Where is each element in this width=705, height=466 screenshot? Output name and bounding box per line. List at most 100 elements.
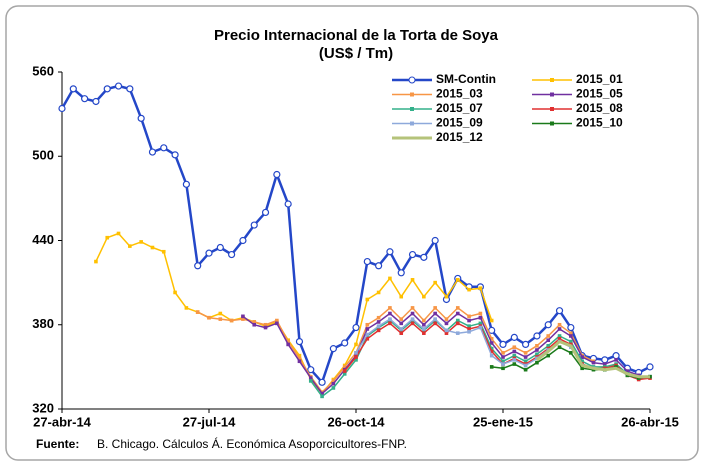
point (408, 250, 417, 259)
point (399, 327, 404, 331)
point (614, 358, 618, 362)
point (433, 311, 437, 316)
point (399, 294, 404, 299)
legend-marker (550, 121, 554, 126)
point (499, 340, 507, 349)
point (444, 328, 449, 333)
point (533, 332, 541, 340)
point (546, 353, 551, 358)
point (297, 359, 302, 364)
point (557, 322, 562, 327)
point (92, 97, 100, 106)
point (512, 358, 517, 362)
legend-label: 2015_09 (436, 116, 483, 130)
legend-marker (410, 121, 414, 126)
point (94, 259, 98, 264)
point (478, 325, 483, 330)
point (182, 180, 190, 188)
point (320, 391, 324, 396)
point (252, 320, 257, 324)
point (557, 336, 562, 341)
point (139, 240, 143, 244)
point (58, 104, 66, 113)
point (544, 321, 552, 329)
point (478, 286, 483, 291)
point (444, 317, 449, 321)
point (263, 322, 268, 327)
point (410, 278, 415, 282)
series-line (197, 307, 594, 393)
point (646, 363, 654, 371)
point (275, 318, 279, 323)
point (263, 325, 268, 330)
point (467, 318, 471, 323)
point (331, 386, 336, 390)
point (365, 327, 370, 331)
point (241, 317, 245, 321)
point (399, 317, 404, 321)
point (467, 287, 471, 292)
point (250, 221, 258, 229)
point (489, 365, 494, 369)
y-tick-label: 380 (32, 316, 54, 331)
point (410, 306, 415, 310)
point (275, 321, 279, 326)
point (467, 327, 471, 331)
point (546, 344, 551, 348)
point (399, 321, 404, 326)
point (161, 249, 166, 254)
point (342, 372, 347, 376)
point (467, 314, 471, 319)
point (399, 331, 404, 335)
point (489, 346, 494, 351)
x-tick-label: 27-jul-14 (183, 414, 237, 429)
point (501, 359, 505, 364)
point (546, 338, 551, 342)
point (523, 363, 528, 368)
chart-subtitle: (US$ / Tm) (319, 45, 393, 62)
point (591, 360, 596, 365)
point (160, 144, 168, 152)
chart-title: Precio Internacional de la Torta de Soya (214, 27, 499, 44)
legend-marker (550, 92, 554, 97)
point (546, 334, 551, 338)
point (433, 317, 437, 321)
point (218, 317, 223, 321)
point (601, 356, 609, 364)
point (252, 322, 257, 327)
point (501, 366, 505, 371)
point (523, 351, 528, 355)
point (478, 311, 483, 316)
point (455, 278, 460, 282)
point (569, 339, 573, 344)
point (455, 331, 460, 335)
legend-label: 2015_08 (576, 101, 623, 115)
point (308, 376, 313, 380)
point (523, 359, 528, 364)
point (422, 322, 426, 327)
point (81, 95, 89, 103)
source-text: B. Chicago. Cálculos Á. Económica Asopor… (97, 436, 407, 451)
point (194, 262, 202, 270)
point (512, 353, 517, 358)
point (422, 327, 426, 331)
point (489, 349, 494, 354)
point (376, 320, 381, 324)
point (184, 306, 189, 310)
point (478, 321, 483, 326)
legend-label: 2015_01 (576, 72, 623, 86)
y-tick-label: 320 (32, 400, 54, 415)
series-line (95, 232, 493, 395)
point (489, 318, 494, 323)
point (467, 324, 471, 328)
point (376, 324, 381, 328)
point (331, 381, 336, 386)
point (386, 248, 394, 256)
point (284, 200, 292, 208)
point (557, 345, 562, 350)
point (376, 328, 381, 333)
x-tick-label: 25-ene-15 (473, 414, 533, 429)
point (354, 351, 358, 355)
point (422, 331, 426, 335)
point (433, 321, 437, 326)
